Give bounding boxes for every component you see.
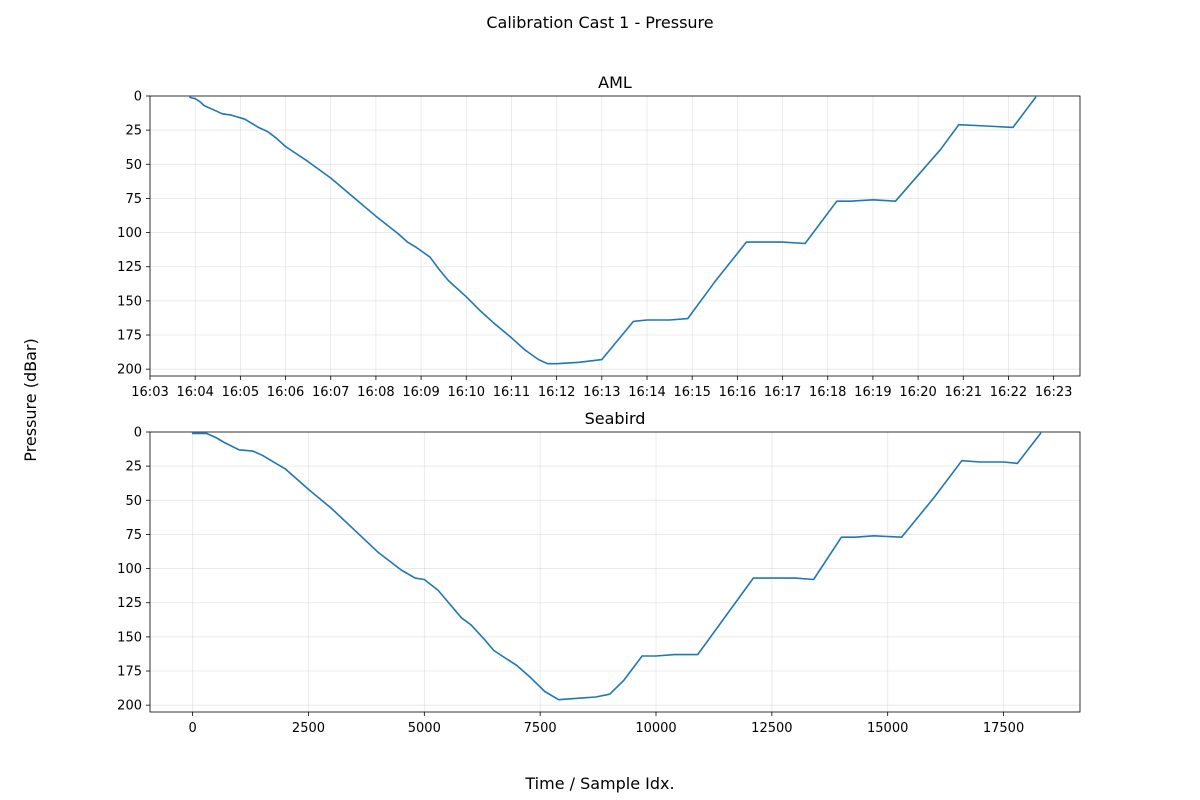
aml-x-tick-label: 16:19 [854, 385, 891, 400]
shared-y-axis-label: Pressure (dBar) [21, 338, 40, 461]
aml-x-tick-label: 16:18 [809, 385, 846, 400]
aml-series [189, 96, 1037, 365]
seabird-y-tick-label: 100 [117, 562, 142, 577]
seabird-x-tick-label: 2500 [292, 721, 325, 736]
seabird-y-tick-label: 125 [117, 596, 142, 611]
aml-x-tick-label: 16:10 [448, 385, 485, 400]
aml-y-tick-label: 0 [134, 90, 142, 105]
aml-x-tick-label: 16:23 [1035, 385, 1072, 400]
aml-x-tick-label: 16:21 [945, 385, 982, 400]
seabird-x-tick-label: 10000 [635, 721, 676, 736]
seabird-y-tick-label: 25 [125, 460, 142, 475]
seabird-y-tick-label: 50 [125, 494, 142, 509]
seabird-panel: Seabird 0 25 50 75 100 125 150 175 200 0 2500 5000… [117, 409, 1081, 736]
aml-y-ticks: 0 25 50 75 100 125 150 175 200 [117, 90, 150, 378]
aml-x-tick-label: 16:15 [673, 385, 710, 400]
seabird-grid [150, 431, 1080, 712]
seabird-axes-frame [149, 431, 1081, 713]
seabird-x-tick-label: 7500 [524, 721, 557, 736]
aml-panel-title: AML [598, 73, 632, 92]
seabird-series [191, 432, 1042, 701]
seabird-y-tick-label: 150 [117, 630, 142, 645]
seabird-x-ticks: 0 2500 5000 7500 10000 12500 15000 17500 [188, 712, 1024, 736]
aml-x-tick-label: 16:06 [267, 385, 304, 400]
seabird-x-tick-label: 5000 [408, 721, 441, 736]
seabird-pressure-line [191, 432, 1042, 701]
seabird-x-tick-label: 15000 [867, 721, 908, 736]
aml-x-tick-label: 16:07 [312, 385, 349, 400]
aml-x-ticks: 16:03 16:04 16:05 16:06 16:07 16:08 16:09 16:10… [131, 376, 1072, 400]
aml-y-tick-label: 75 [125, 192, 142, 207]
aml-y-tick-label: 50 [125, 158, 142, 173]
seabird-x-tick-label: 12500 [751, 721, 792, 736]
aml-y-tick-label: 200 [117, 363, 142, 378]
aml-axes-frame [149, 95, 1081, 377]
seabird-y-ticks: 0 25 50 75 100 125 150 175 200 [117, 426, 150, 714]
aml-grid [149, 95, 1080, 376]
aml-y-tick-label: 100 [117, 226, 142, 241]
seabird-x-tick-label: 17500 [983, 721, 1024, 736]
aml-x-tick-label: 16:08 [357, 385, 394, 400]
aml-y-tick-label: 175 [117, 329, 142, 344]
aml-x-tick-label: 16:16 [719, 385, 756, 400]
aml-x-tick-label: 16:11 [493, 385, 530, 400]
aml-x-tick-label: 16:13 [583, 385, 620, 400]
aml-y-tick-label: 150 [117, 294, 142, 309]
aml-x-tick-label: 16:09 [402, 385, 439, 400]
aml-x-tick-label: 16:17 [764, 385, 801, 400]
aml-x-tick-label: 16:03 [131, 385, 168, 400]
seabird-y-tick-label: 0 [134, 426, 142, 441]
seabird-panel-title: Seabird [585, 409, 646, 428]
shared-x-axis-label: Time / Sample Idx. [524, 774, 674, 793]
aml-pressure-line [189, 96, 1037, 365]
seabird-y-tick-label: 175 [117, 665, 142, 680]
aml-y-tick-label: 25 [125, 124, 142, 139]
aml-y-tick-label: 125 [117, 260, 142, 275]
seabird-y-tick-label: 200 [117, 699, 142, 714]
aml-x-tick-label: 16:22 [990, 385, 1027, 400]
aml-x-tick-label: 16:20 [899, 385, 936, 400]
seabird-y-tick-label: 75 [125, 528, 142, 543]
aml-x-tick-label: 16:14 [628, 385, 665, 400]
aml-x-tick-label: 16:12 [538, 385, 575, 400]
figure-title: Calibration Cast 1 - Pressure [486, 13, 713, 32]
aml-x-tick-label: 16:04 [176, 385, 213, 400]
seabird-x-tick-label: 0 [188, 721, 196, 736]
aml-x-tick-label: 16:05 [222, 385, 259, 400]
